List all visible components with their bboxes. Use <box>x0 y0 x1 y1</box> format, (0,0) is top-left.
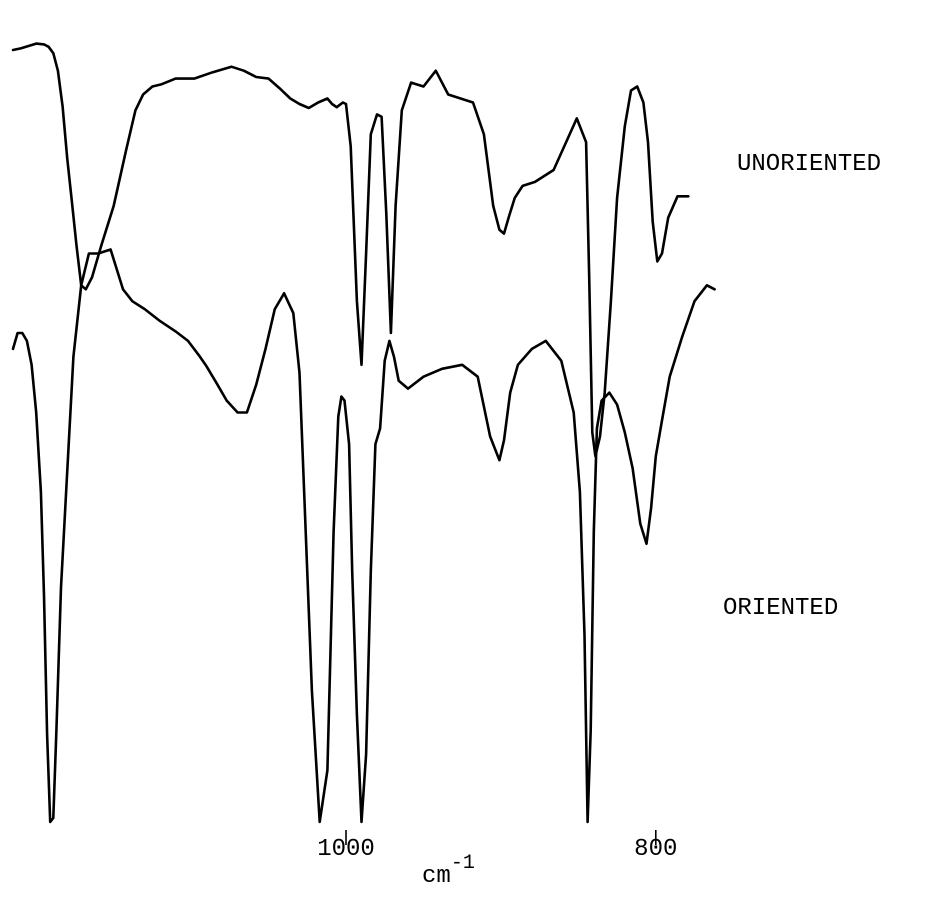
series-line-oriented <box>11 248 716 824</box>
x-axis-unit: cm <box>422 863 451 890</box>
x-axis-ticks: 1000 800 <box>317 830 677 863</box>
series-label-unoriented: UNORIENTED <box>737 151 881 178</box>
series-line-unoriented <box>11 42 690 458</box>
x-axis-unit-exponent: -1 <box>451 852 475 875</box>
x-tick-label-1000: 1000 <box>317 836 375 863</box>
series-label-oriented: ORIENTED <box>723 595 838 622</box>
x-tick-label-800: 800 <box>634 836 677 863</box>
traces-layer <box>11 42 716 824</box>
x-axis-label: cm-1 <box>422 852 475 890</box>
